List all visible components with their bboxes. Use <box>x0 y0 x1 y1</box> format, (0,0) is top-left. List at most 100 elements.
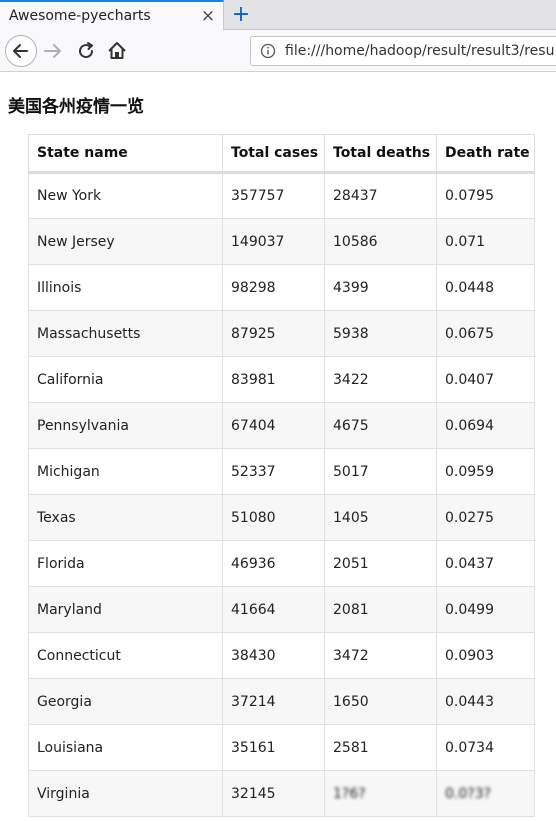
cell-total-cases: 67404 <box>223 403 325 449</box>
cell-death-rate: 0.0448 <box>437 265 535 311</box>
cell-total-cases: 32145 <box>223 771 325 817</box>
table-header-row: State name Total cases Total deaths Deat… <box>29 135 535 173</box>
cell-state-name-text: Illinois <box>37 280 81 296</box>
cell-state-name: Georgia <box>29 679 223 725</box>
reload-button[interactable] <box>75 37 97 65</box>
cell-death-rate: 0.0675 <box>437 311 535 357</box>
cell-death-rate: 0.0275 <box>437 495 535 541</box>
cell-total-deaths: 3422 <box>325 357 437 403</box>
close-tab-icon[interactable]: × <box>200 6 216 26</box>
cell-state-name: Florida <box>29 541 223 587</box>
tab-title: Awesome-pyecharts <box>9 8 151 24</box>
cell-total-cases: 35161 <box>223 725 325 771</box>
cell-state-name-text: California <box>37 372 103 388</box>
cell-total-cases-text: 51080 <box>231 510 276 526</box>
cell-state-name-text: Connecticut <box>37 648 121 664</box>
cell-state-name-text: Georgia <box>37 694 92 710</box>
cell-death-rate: 0.0694 <box>437 403 535 449</box>
cell-death-rate-text: 0.0?3? <box>445 786 491 802</box>
cell-total-cases-text: 98298 <box>231 280 276 296</box>
cell-death-rate-text: 0.0448 <box>445 280 494 296</box>
table-row: Connecticut 38430 3472 0.0903 <box>29 633 535 679</box>
cell-total-cases: 149037 <box>223 219 325 265</box>
tab-awesome-pyecharts[interactable]: Awesome-pyecharts × <box>0 0 224 30</box>
cell-total-deaths-text: 1405 <box>333 510 369 526</box>
cell-total-deaths-text: 28437 <box>333 188 378 204</box>
forward-button[interactable] <box>42 37 64 65</box>
cell-total-deaths: 4399 <box>325 265 437 311</box>
cell-death-rate: 0.0443 <box>437 679 535 725</box>
cell-total-cases: 37214 <box>223 679 325 725</box>
cell-total-cases-text: 38430 <box>231 648 276 664</box>
cell-total-cases-text: 46936 <box>231 556 276 572</box>
cell-total-deaths: 5017 <box>325 449 437 495</box>
navigation-bar: file:///home/hadoop/result/result3/resu <box>0 30 556 72</box>
cell-total-cases-text: 67404 <box>231 418 276 434</box>
cell-state-name: Texas <box>29 495 223 541</box>
cell-death-rate-text: 0.0795 <box>445 188 494 204</box>
cell-state-name: New Jersey <box>29 219 223 265</box>
cell-total-cases-text: 52337 <box>231 464 276 480</box>
table-row: California 83981 3422 0.0407 <box>29 357 535 403</box>
cell-state-name-text: Texas <box>37 510 76 526</box>
cell-death-rate-text: 0.0407 <box>445 372 494 388</box>
cell-state-name: Michigan <box>29 449 223 495</box>
cell-state-name: Connecticut <box>29 633 223 679</box>
cell-total-deaths: 2051 <box>325 541 437 587</box>
cell-death-rate-text: 0.0694 <box>445 418 494 434</box>
back-button[interactable] <box>5 35 37 67</box>
cell-death-rate: 0.0959 <box>437 449 535 495</box>
cell-death-rate: 0.0?3? <box>437 771 535 817</box>
cell-death-rate: 0.071 <box>437 219 535 265</box>
cell-state-name: Illinois <box>29 265 223 311</box>
reload-icon <box>75 37 97 65</box>
url-bar[interactable]: file:///home/hadoop/result/result3/resu <box>250 36 556 66</box>
cell-total-cases-text: 37214 <box>231 694 276 710</box>
cell-total-deaths-text: 1650 <box>333 694 369 710</box>
cell-state-name: Maryland <box>29 587 223 633</box>
cell-death-rate-text: 0.0499 <box>445 602 494 618</box>
cell-total-cases: 83981 <box>223 357 325 403</box>
cell-total-deaths: 1650 <box>325 679 437 725</box>
table-row: Florida 46936 2051 0.0437 <box>29 541 535 587</box>
cell-total-cases: 51080 <box>223 495 325 541</box>
forward-arrow-icon <box>42 37 64 65</box>
cell-total-deaths-text: 4399 <box>333 280 369 296</box>
cell-state-name: Virginia <box>29 771 223 817</box>
cell-total-deaths: 2081 <box>325 587 437 633</box>
cell-death-rate-text: 0.0275 <box>445 510 494 526</box>
table-row: New Jersey 149037 10586 0.071 <box>29 219 535 265</box>
new-tab-icon[interactable]: + <box>230 2 252 28</box>
info-icon[interactable] <box>260 43 276 59</box>
cell-state-name-text: Michigan <box>37 464 100 480</box>
table-row: Michigan 52337 5017 0.0959 <box>29 449 535 495</box>
cell-death-rate: 0.0795 <box>437 173 535 219</box>
cell-total-deaths-text: 1?6? <box>333 786 366 802</box>
cell-total-deaths: 10586 <box>325 219 437 265</box>
cell-total-cases: 87925 <box>223 311 325 357</box>
cell-total-cases-text: 83981 <box>231 372 276 388</box>
cell-state-name-text: Pennsylvania <box>37 418 129 434</box>
cell-death-rate-text: 0.0903 <box>445 648 494 664</box>
cell-state-name: Massachusetts <box>29 311 223 357</box>
cell-total-deaths-text: 2581 <box>333 740 369 756</box>
cell-state-name-text: Maryland <box>37 602 102 618</box>
cell-state-name-text: New York <box>37 188 101 204</box>
cell-total-deaths: 1?6? <box>325 771 437 817</box>
cell-total-cases-text: 32145 <box>231 786 276 802</box>
cell-total-cases: 52337 <box>223 449 325 495</box>
cell-total-deaths-text: 5017 <box>333 464 369 480</box>
cell-state-name-text: Massachusetts <box>37 326 140 342</box>
cell-total-cases: 46936 <box>223 541 325 587</box>
cell-death-rate: 0.0407 <box>437 357 535 403</box>
cell-total-cases-text: 41664 <box>231 602 276 618</box>
cell-state-name: Louisiana <box>29 725 223 771</box>
cell-total-deaths: 4675 <box>325 403 437 449</box>
cell-state-name: Pennsylvania <box>29 403 223 449</box>
cell-total-deaths-text: 4675 <box>333 418 369 434</box>
cell-death-rate: 0.0734 <box>437 725 535 771</box>
cell-total-deaths-text: 5938 <box>333 326 369 342</box>
cell-total-cases: 38430 <box>223 633 325 679</box>
cell-total-cases-text: 35161 <box>231 740 276 756</box>
home-button[interactable] <box>106 37 128 65</box>
